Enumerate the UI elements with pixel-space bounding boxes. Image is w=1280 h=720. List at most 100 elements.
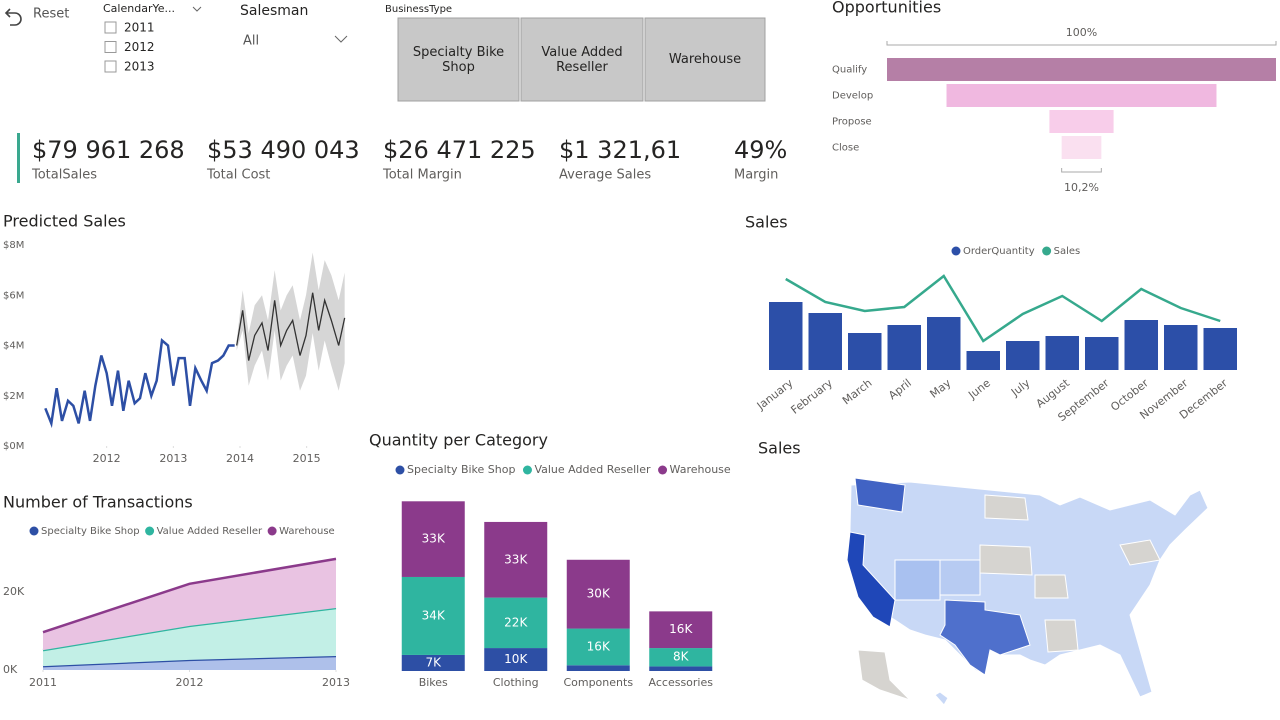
x-tick-label: April bbox=[886, 376, 914, 402]
state bbox=[984, 494, 1029, 521]
state bbox=[934, 691, 949, 706]
data-label: 10K bbox=[504, 652, 528, 666]
data-label: 7K bbox=[425, 655, 442, 669]
state bbox=[979, 544, 1033, 576]
data-label: 22K bbox=[504, 615, 528, 629]
x-tick-label: 2011 bbox=[29, 676, 57, 689]
state bbox=[846, 531, 896, 628]
tile-label-box: Value Added Reseller bbox=[541, 44, 623, 75]
x-tick-label: June bbox=[965, 376, 993, 402]
checkbox-label: 2011 bbox=[124, 21, 155, 35]
data-label: 16K bbox=[587, 639, 611, 653]
legend-dot bbox=[267, 526, 277, 536]
y-tick-label: $6M bbox=[3, 290, 24, 301]
reset-icon[interactable] bbox=[4, 8, 22, 26]
tile-label[interactable]: Value Added Reseller bbox=[541, 44, 623, 75]
legend-label: Value Added Reseller bbox=[534, 463, 651, 476]
data-label: 100% bbox=[1066, 26, 1097, 39]
slicer-title: CalendarYe... bbox=[103, 2, 175, 15]
tile-label[interactable]: Specialty Bike Shop bbox=[412, 44, 505, 75]
legend-dot bbox=[145, 526, 155, 536]
legend-dot bbox=[29, 526, 39, 536]
legend-dot bbox=[395, 465, 405, 475]
state bbox=[894, 559, 941, 601]
bar-segment bbox=[484, 648, 548, 671]
tile[interactable] bbox=[520, 17, 644, 102]
land bbox=[847, 481, 1209, 698]
area-fill bbox=[43, 607, 336, 667]
y-tick-label: $4M bbox=[3, 341, 24, 352]
funnel-bar bbox=[1061, 136, 1102, 159]
chart-title: Sales bbox=[745, 213, 788, 232]
bar-segment bbox=[401, 576, 465, 655]
data-label: 16K bbox=[669, 622, 693, 636]
state bbox=[939, 559, 981, 596]
category-label: Develop bbox=[832, 91, 873, 102]
tile[interactable] bbox=[644, 17, 766, 102]
forecast-band bbox=[236, 252, 345, 391]
dropdown-value[interactable]: All bbox=[243, 34, 259, 49]
checkbox-label: 2013 bbox=[124, 60, 155, 74]
data-label: 8K bbox=[673, 650, 690, 664]
checkbox[interactable] bbox=[104, 60, 117, 73]
checkbox-label: 2012 bbox=[124, 40, 155, 54]
funnel-bar bbox=[887, 58, 1276, 81]
state bbox=[1034, 574, 1069, 599]
bar bbox=[927, 317, 961, 370]
x-tick-label: 2012 bbox=[93, 452, 121, 465]
bar bbox=[1203, 328, 1237, 370]
state bbox=[1119, 539, 1161, 566]
us-map bbox=[846, 477, 1209, 706]
bar bbox=[1006, 341, 1040, 370]
line bbox=[44, 338, 235, 429]
x-tick-label: 2014 bbox=[226, 452, 254, 465]
funnel-bar bbox=[946, 84, 1217, 107]
bar bbox=[966, 351, 1000, 370]
legend-label: Sales bbox=[1054, 246, 1081, 257]
tile-label[interactable]: Warehouse bbox=[668, 52, 742, 67]
bar-segment bbox=[649, 666, 713, 671]
reset-button[interactable]: Reset bbox=[33, 7, 69, 22]
bar bbox=[769, 302, 803, 370]
legend-label: Specialty Bike Shop bbox=[41, 526, 140, 537]
kpi-value: 49% bbox=[734, 136, 787, 164]
legend-label: Warehouse bbox=[670, 463, 731, 476]
y-tick-label: $8M bbox=[3, 240, 24, 251]
category-label: Qualify bbox=[832, 65, 867, 76]
tile[interactable] bbox=[397, 17, 520, 102]
tile-label-box: Specialty Bike Shop bbox=[412, 44, 505, 75]
bar-segment bbox=[566, 665, 630, 671]
bar bbox=[1085, 337, 1119, 370]
bar-segment bbox=[566, 559, 630, 629]
area-fill bbox=[43, 558, 336, 651]
x-tick-label: Clothing bbox=[493, 676, 539, 689]
data-label: 34K bbox=[422, 608, 446, 622]
chart-title: Quantity per Category bbox=[369, 431, 548, 450]
x-tick-label: March bbox=[840, 376, 874, 407]
bar bbox=[1124, 320, 1158, 370]
kpi-value: $1 321,61 bbox=[559, 136, 681, 164]
category-label: Propose bbox=[832, 117, 872, 128]
bar-segment bbox=[484, 521, 548, 598]
chevron[interactable] bbox=[192, 6, 202, 12]
bar-segment bbox=[649, 648, 713, 667]
bar bbox=[1164, 325, 1198, 370]
legend-dot bbox=[658, 465, 668, 475]
kpi-label: Average Sales bbox=[559, 168, 651, 183]
x-tick-label: Bikes bbox=[419, 676, 448, 689]
kpi-label: Total Cost bbox=[206, 168, 270, 183]
x-tick-label: 2013 bbox=[159, 452, 187, 465]
legend-label: Warehouse bbox=[279, 526, 335, 537]
bar-segment bbox=[484, 597, 548, 649]
bar-segment bbox=[401, 654, 465, 671]
x-tick-label: Components bbox=[563, 676, 633, 689]
kpi-label: Total Margin bbox=[382, 168, 462, 183]
slicer-title: Salesman bbox=[240, 3, 308, 19]
state bbox=[857, 649, 911, 701]
chevron[interactable] bbox=[334, 35, 348, 43]
checkbox[interactable] bbox=[104, 41, 117, 53]
checkbox[interactable] bbox=[104, 21, 117, 34]
data-label: 10,2% bbox=[1064, 181, 1099, 194]
chart-title: Opportunities bbox=[832, 0, 941, 17]
